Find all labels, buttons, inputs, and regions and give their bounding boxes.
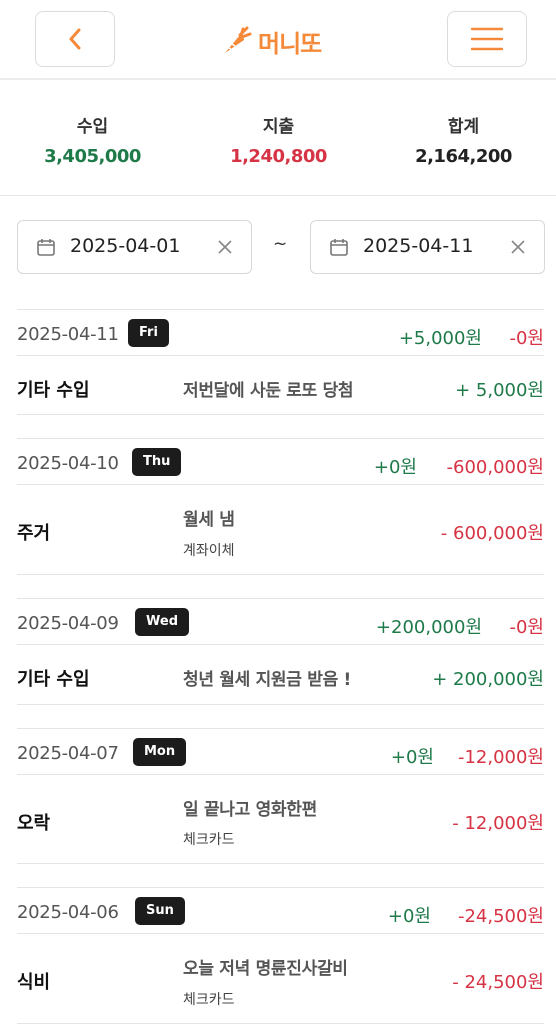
- transaction-description: 청년 월세 지원금 받음 !: [183, 670, 351, 690]
- transaction-category: 식비: [17, 972, 51, 993]
- chevron-left-icon: [69, 28, 81, 50]
- weekday-badge: Fri: [128, 319, 169, 347]
- day-income: +0원: [387, 906, 431, 927]
- expense-summary: 지출 1,240,800: [186, 112, 371, 167]
- day-group: 2025-04-06 Sun +0원 -24,500원 식비 오늘 저녁 명륜진…: [17, 887, 544, 1024]
- day-income: +5,000원: [398, 328, 482, 349]
- day-date: 2025-04-10: [17, 453, 119, 474]
- back-button[interactable]: [35, 11, 115, 67]
- brand-logo[interactable]: 머니또: [222, 24, 322, 58]
- day-date: 2025-04-11: [17, 324, 119, 345]
- transaction-item[interactable]: 오락 일 끝나고 영화한편 체크카드 - 12,000원: [17, 775, 544, 863]
- weekday-badge: Wed: [135, 608, 189, 636]
- hamburger-menu-icon: [471, 27, 503, 51]
- transaction-amount: + 5,000원: [455, 380, 544, 401]
- transaction-description: 오늘 저녁 명륜진사갈비: [183, 959, 348, 979]
- transaction-item[interactable]: 식비 오늘 저녁 명륜진사갈비 체크카드 - 24,500원: [17, 934, 544, 1023]
- day-date: 2025-04-06: [17, 902, 119, 923]
- balance-summary: 합계 2,164,200: [371, 112, 556, 167]
- day-group: 2025-04-10 Thu +0원 -600,000원 주거 월세 냄 계좌이…: [17, 438, 544, 575]
- end-date-field[interactable]: 2025-04-11: [310, 220, 545, 274]
- app-header: 머니또: [0, 0, 556, 80]
- transaction-category: 기타 수입: [17, 669, 90, 690]
- transaction-item[interactable]: 기타 수입 청년 월세 지원금 받음 ! + 200,000원: [17, 645, 544, 704]
- transaction-description: 저번달에 사둔 로또 당첨: [183, 381, 354, 401]
- day-expense: -600,000원: [446, 457, 545, 478]
- start-date-field[interactable]: 2025-04-01: [17, 220, 252, 274]
- day-income: +0원: [390, 747, 434, 768]
- payment-method: 체크카드: [183, 832, 235, 848]
- day-group: 2025-04-09 Wed +200,000원 -0원 기타 수입 청년 월세…: [17, 598, 544, 705]
- day-date: 2025-04-07: [17, 743, 119, 764]
- menu-button[interactable]: [447, 11, 527, 67]
- day-group: 2025-04-11 Fri +5,000원 -0원 기타 수입 저번달에 사둔…: [17, 309, 544, 415]
- day-expense: -12,000원: [457, 747, 544, 768]
- transaction-amount: - 24,500원: [452, 972, 544, 993]
- income-summary: 수입 3,405,000: [0, 112, 185, 167]
- carrot-icon: [225, 26, 252, 53]
- income-label: 수입: [76, 117, 109, 137]
- expense-label: 지출: [262, 117, 295, 137]
- day-header: 2025-04-06 Sun +0원 -24,500원: [17, 888, 544, 934]
- summary-panel: 수입 3,405,000 지출 1,240,800 합계 2,164,200: [0, 82, 556, 196]
- brand-name: 머니또: [258, 29, 322, 58]
- transaction-category: 오락: [17, 813, 51, 834]
- day-group: 2025-04-07 Mon +0원 -12,000원 오락 일 끝나고 영화한…: [17, 728, 544, 864]
- end-date-value: 2025-04-11: [363, 235, 474, 257]
- date-range-picker: 2025-04-01 ~ 2025-04-11: [0, 220, 556, 274]
- expense-total: 1,240,800: [230, 146, 327, 167]
- weekday-badge: Sun: [135, 897, 185, 925]
- transaction-amount: - 12,000원: [452, 813, 544, 834]
- day-date: 2025-04-09: [17, 613, 119, 634]
- clear-icon[interactable]: [217, 239, 233, 255]
- clear-icon[interactable]: [510, 239, 526, 255]
- transaction-category: 기타 수입: [17, 380, 90, 401]
- transaction-description: 월세 냄: [183, 510, 235, 530]
- payment-method: 체크카드: [183, 992, 235, 1008]
- transaction-item[interactable]: 기타 수입 저번달에 사둔 로또 당첨 + 5,000원: [17, 356, 544, 414]
- transaction-amount: - 600,000원: [440, 523, 544, 544]
- day-header: 2025-04-07 Mon +0원 -12,000원: [17, 729, 544, 775]
- range-separator: ~: [273, 234, 288, 254]
- payment-method: 계좌이체: [183, 543, 235, 559]
- calendar-icon: [37, 239, 55, 256]
- day-expense: -0원: [509, 617, 544, 638]
- day-income: +0원: [373, 457, 417, 478]
- day-header: 2025-04-11 Fri +5,000원 -0원: [17, 310, 544, 356]
- weekday-badge: Thu: [132, 448, 182, 476]
- transaction-item[interactable]: 주거 월세 냄 계좌이체 - 600,000원: [17, 485, 544, 574]
- calendar-icon: [330, 239, 348, 256]
- income-total: 3,405,000: [44, 146, 141, 167]
- day-header: 2025-04-09 Wed +200,000원 -0원: [17, 599, 544, 645]
- transaction-amount: + 200,000원: [432, 669, 544, 690]
- day-income: +200,000원: [375, 617, 482, 638]
- weekday-badge: Mon: [133, 738, 187, 766]
- transaction-description: 일 끝나고 영화한편: [183, 800, 317, 820]
- day-expense: -0원: [509, 328, 544, 349]
- transaction-category: 주거: [17, 523, 51, 544]
- day-expense: -24,500원: [457, 906, 544, 927]
- balance-label: 합계: [447, 117, 480, 137]
- balance-total: 2,164,200: [415, 146, 512, 167]
- start-date-value: 2025-04-01: [70, 235, 181, 257]
- day-header: 2025-04-10 Thu +0원 -600,000원: [17, 439, 544, 485]
